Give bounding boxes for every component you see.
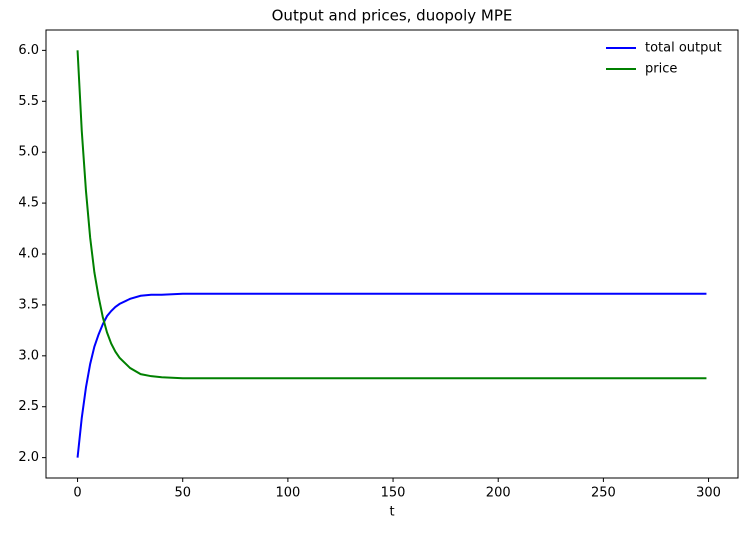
legend-label: total output bbox=[645, 41, 722, 56]
y-tick-label: 5.5 bbox=[18, 94, 39, 109]
y-tick-label: 2.0 bbox=[18, 450, 39, 465]
x-tick-label: 300 bbox=[696, 486, 721, 501]
plot-frame bbox=[45, 29, 739, 479]
y-tick-label: 4.0 bbox=[18, 247, 39, 262]
y-tick-label: 6.0 bbox=[18, 43, 39, 58]
y-tick-label: 2.5 bbox=[18, 399, 39, 414]
y-tick-label: 4.5 bbox=[18, 196, 39, 211]
legend-label: price bbox=[645, 62, 677, 77]
x-tick-label: 150 bbox=[381, 486, 406, 501]
line-series bbox=[76, 292, 707, 458]
x-tick-label: 200 bbox=[486, 486, 511, 501]
y-tick-label: 3.5 bbox=[18, 297, 39, 312]
line-series bbox=[76, 50, 707, 380]
y-tick-label: 3.0 bbox=[18, 348, 39, 363]
x-tick-label: 250 bbox=[591, 486, 616, 501]
x-tick-label: 50 bbox=[174, 486, 191, 501]
x-axis-label: t bbox=[389, 505, 394, 520]
x-tick-label: 100 bbox=[275, 486, 300, 501]
x-tick-label: 0 bbox=[73, 486, 81, 501]
y-tick-label: 5.0 bbox=[18, 145, 39, 160]
chart-title: Output and prices, duopoly MPE bbox=[272, 7, 513, 25]
